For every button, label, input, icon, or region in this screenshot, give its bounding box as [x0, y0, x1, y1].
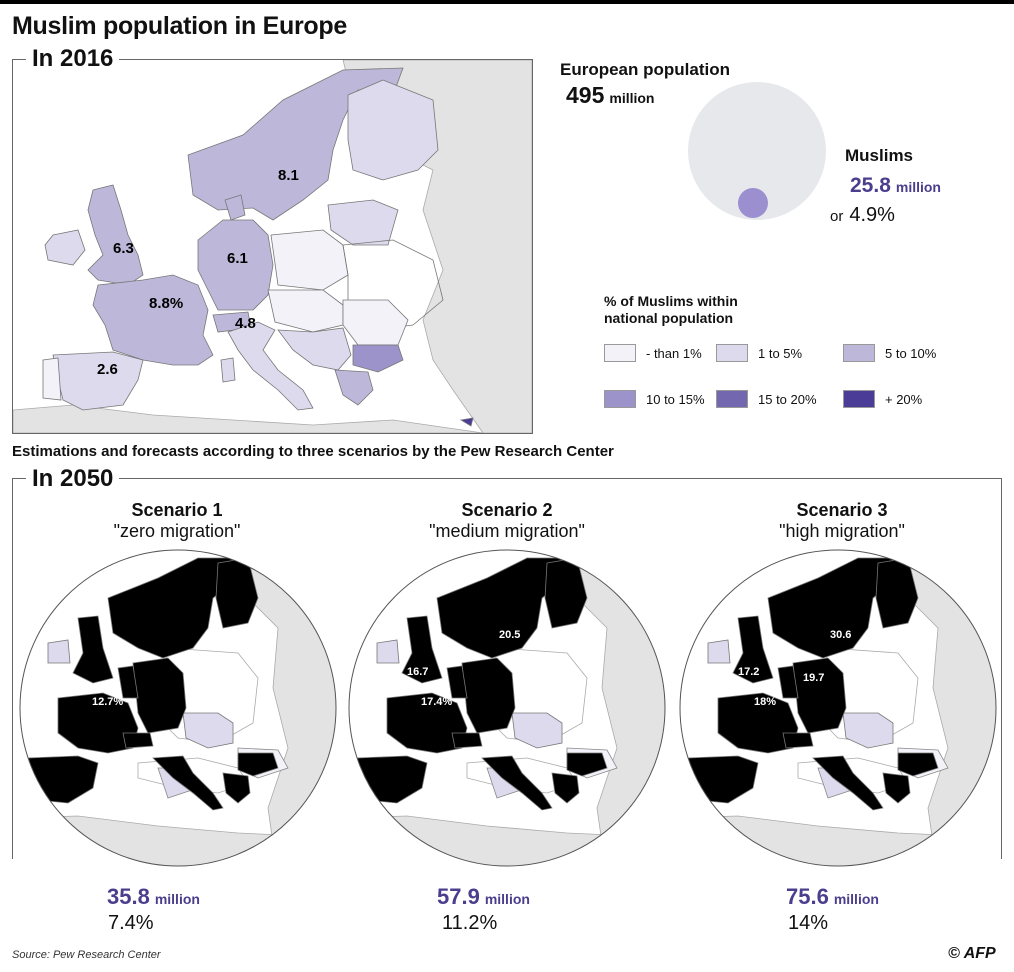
germany-shape [197, 219, 274, 311]
afp-credit: © AFP [948, 945, 996, 962]
legend-swatch [843, 344, 875, 362]
legend-item: 5 to 10% [843, 344, 936, 362]
scenario-1-title: Scenario 1 [131, 500, 223, 520]
scenario-3-title: Scenario 3 [796, 500, 888, 520]
france-shape [92, 274, 214, 366]
map-2016-label: 8.1 [278, 167, 299, 184]
scenario-1-label: 8.3 [150, 707, 165, 719]
finland-shape [347, 79, 439, 181]
legend-swatch [604, 344, 636, 362]
scenario-1-map: 11.1 9.7 8.7 12.7% 8.3 4.6 [19, 549, 337, 867]
legend-item: + 20% [843, 390, 922, 408]
map-2016-label: 4.8 [235, 315, 256, 332]
baltics-shape [327, 199, 399, 246]
scenario-3-label: 18% [754, 696, 776, 708]
legend-title: % of Muslims within national population [604, 293, 738, 326]
scenario-3-map: 30.6 17.2 19.7 18% 14.1 7.2 [679, 549, 997, 867]
scenario-3-label: 7.2 [726, 765, 741, 777]
afp-logo: AFP [963, 945, 996, 962]
balkans-shape [277, 327, 352, 371]
legend-swatch [843, 390, 875, 408]
map-2016-frame: 8.1 6.3 6.1 8.8% 4.8 2.6 [12, 59, 533, 434]
scenario-2-percent: 11.2% [442, 912, 498, 934]
denmark-shape [224, 194, 246, 221]
scenario-2-label: 16.7 [407, 666, 428, 678]
scenario-1-label: 12.7% [92, 696, 123, 708]
scenario-3-label: 14.1 [812, 709, 833, 721]
legend-swatch [716, 344, 748, 362]
legend-swatch [716, 390, 748, 408]
top-rule [0, 0, 1014, 4]
frame-2050 [12, 478, 1002, 859]
scenario-2-label: 12.4 [477, 709, 499, 721]
scenario-2-value: 57.9 million [437, 884, 530, 909]
map-2016: 8.1 6.3 6.1 8.8% 4.8 2.6 [12, 59, 533, 434]
scenario-3-percent: 14% [788, 912, 829, 934]
scenario-2-label: 20.5 [499, 629, 520, 641]
bulgaria-shape [352, 344, 404, 373]
ukraine-shape [342, 239, 444, 331]
scenario-1-value: 35.8 million [107, 884, 200, 909]
muslims-label: Muslims [845, 146, 914, 165]
estimations-note: Estimations and forecasts according to t… [12, 443, 614, 460]
scenario-2-subtitle: "medium migration" [429, 521, 585, 541]
italy-shape [227, 321, 314, 411]
european-population-value: 495 million [566, 82, 655, 108]
section-2050-label: In 2050 [26, 466, 120, 492]
scenario-2-label: 6.8 [395, 765, 410, 777]
scenario-2-label: 10.8 [472, 672, 493, 684]
legend-item: 15 to 20% [716, 390, 817, 408]
scenario-3-label: 30.6 [830, 629, 851, 641]
portugal-shape [42, 357, 62, 401]
scenario-3-label: 19.7 [803, 672, 824, 684]
scenario-3-subtitle: "high migration" [779, 521, 905, 541]
scenario-1-subtitle: "zero migration" [113, 521, 241, 541]
scenario-2-label: 17.4% [421, 696, 452, 708]
scenario-1-label: 9.7 [80, 666, 95, 678]
scenario-1-label: 4.6 [66, 765, 81, 777]
scenario-1-label: 11.1 [170, 629, 191, 641]
scenario-3-label: 17.2 [738, 666, 759, 678]
legend-swatch [604, 390, 636, 408]
ireland-shape [44, 229, 86, 266]
scenario-2-map: 20.5 16.7 10.8 17.4% 12.4 6.8 [348, 549, 666, 867]
scenario-3-value: 75.6 million [786, 884, 879, 909]
muslim-population-bubble [738, 188, 768, 218]
scenario-2-title: Scenario 2 [461, 500, 553, 520]
scenario-1-label: 8.7 [145, 672, 160, 684]
legend-item: 10 to 15% [604, 390, 705, 408]
scenario-maps: 11.1 9.7 8.7 12.7% 8.3 4.6 20.5 16.7 10.… [19, 549, 997, 867]
europe-population-bubble [688, 82, 826, 220]
european-population-label: European population [560, 60, 730, 79]
page-title: Muslim population in Europe [12, 12, 347, 40]
map-2016-label: 6.1 [227, 250, 248, 267]
greece-shape [334, 369, 374, 406]
map-2016-label: 2.6 [97, 361, 118, 378]
sardinia-shape [220, 357, 236, 383]
population-bubble-chart [688, 82, 826, 220]
cyprus-shape [459, 417, 474, 427]
legend-item: 1 to 5% [716, 344, 802, 362]
map-2016-label: 8.8% [149, 295, 183, 312]
muslims-value: 25.8 million [850, 174, 941, 197]
map-2016-label: 6.3 [113, 240, 134, 257]
scenario-1-percent: 7.4% [108, 912, 154, 934]
legend-item: - than 1% [604, 344, 702, 362]
muslims-percent: or 4.9% [830, 204, 895, 226]
source-note: Source: Pew Research Center [12, 949, 161, 961]
section-2016-label: In 2016 [26, 46, 120, 72]
